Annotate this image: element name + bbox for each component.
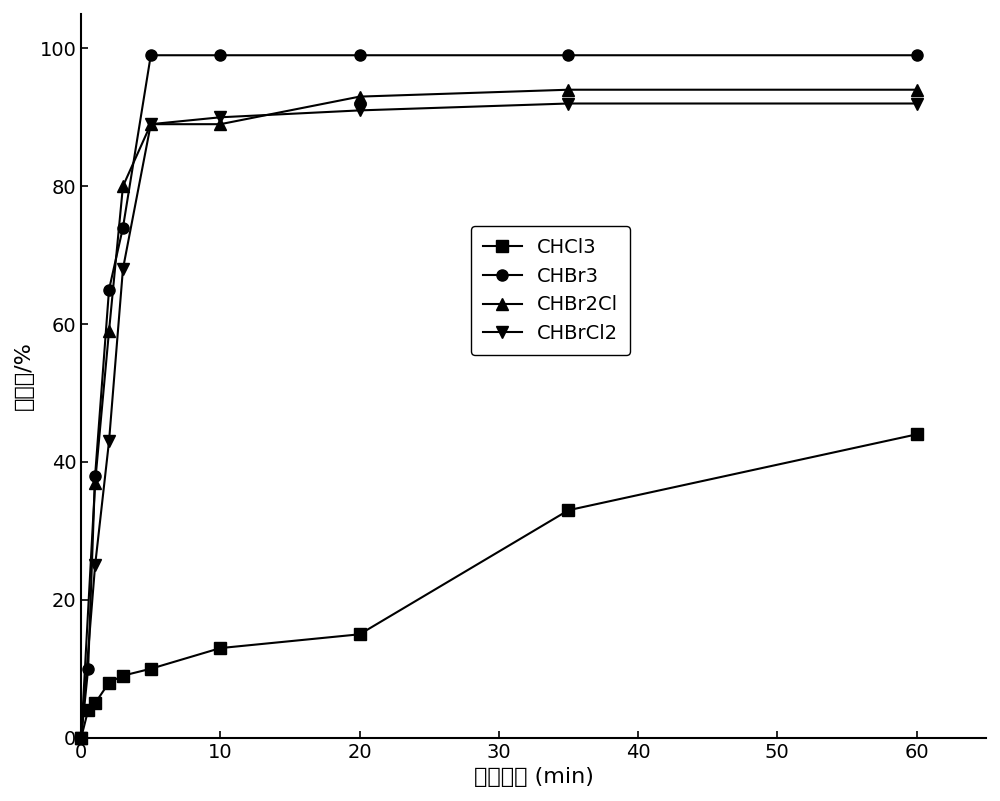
CHCl3: [103, 678, 115, 687]
Line: CHBrCl2: CHBrCl2: [76, 98, 922, 743]
CHBr3: [89, 471, 101, 481]
Line: CHBr2Cl: CHBr2Cl: [76, 84, 922, 743]
CHBrCl2: [354, 106, 366, 115]
CHCl3: [911, 429, 923, 439]
CHCl3: [354, 630, 366, 639]
CHBrCl2: [89, 561, 101, 570]
CHBrCl2: [75, 733, 87, 743]
CHBr3: [214, 50, 226, 60]
X-axis label: 反应时间 (min): 反应时间 (min): [474, 767, 594, 787]
Y-axis label: 去除率/%: 去除率/%: [14, 341, 34, 410]
CHCl3: [117, 671, 129, 681]
CHBr2Cl: [214, 119, 226, 129]
CHBr3: [75, 733, 87, 743]
CHCl3: [75, 733, 87, 743]
CHBr2Cl: [911, 85, 923, 95]
CHBrCl2: [562, 99, 574, 108]
CHCl3: [82, 706, 94, 715]
CHBr2Cl: [145, 119, 157, 129]
CHBrCl2: [145, 119, 157, 129]
CHCl3: [145, 664, 157, 674]
CHBr3: [103, 285, 115, 295]
Legend: CHCl3, CHBr3, CHBr2Cl, CHBrCl2: CHCl3, CHBr3, CHBr2Cl, CHBrCl2: [471, 226, 630, 355]
CHBr2Cl: [89, 478, 101, 488]
CHBrCl2: [117, 264, 129, 274]
CHCl3: [562, 505, 574, 515]
CHBr3: [82, 664, 94, 674]
CHBr3: [145, 50, 157, 60]
CHBr2Cl: [354, 92, 366, 102]
CHBrCl2: [911, 99, 923, 108]
CHBr2Cl: [75, 733, 87, 743]
CHCl3: [89, 698, 101, 708]
Line: CHBr3: CHBr3: [76, 50, 922, 743]
CHBrCl2: [103, 437, 115, 446]
Line: CHCl3: CHCl3: [76, 429, 922, 743]
CHBr3: [117, 223, 129, 232]
CHCl3: [214, 643, 226, 653]
CHBr3: [562, 50, 574, 60]
CHBr2Cl: [562, 85, 574, 95]
CHBr3: [354, 50, 366, 60]
CHBr3: [911, 50, 923, 60]
CHBr2Cl: [103, 326, 115, 336]
CHBr2Cl: [117, 181, 129, 191]
CHBrCl2: [214, 112, 226, 122]
